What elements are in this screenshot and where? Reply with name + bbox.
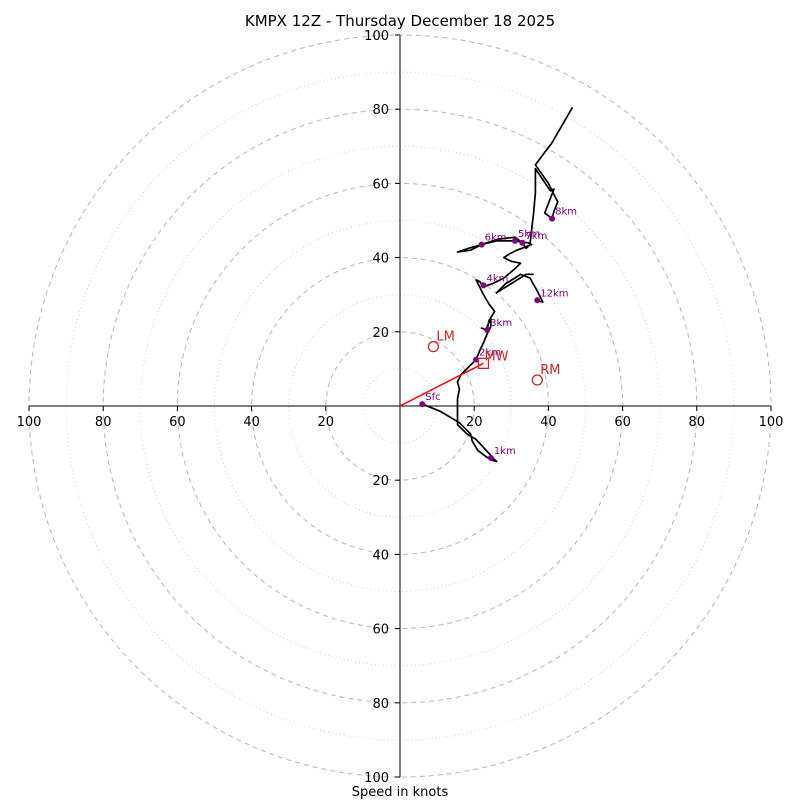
mean-wind-vector [399, 362, 484, 407]
height-label-6km: 6km [485, 233, 507, 244]
hodograph-trace-upper [495, 273, 544, 303]
y-tick-label: 40 [372, 252, 389, 267]
height-label-4km: 4km [486, 273, 508, 284]
y-tick-label: 80 [372, 103, 389, 118]
axis-ticks: 100 80 60 40 20 20 40 60 80 100 100 80 60 40 20 20 40 60 8… [17, 29, 784, 786]
storm-motion-label-LM: LM [436, 330, 454, 345]
mean-wind-label: MW [484, 349, 508, 364]
height-label-Sfc: Sfc [425, 392, 440, 403]
x-tick-label: 80 [95, 415, 112, 430]
height-marker-7km [519, 239, 526, 246]
height-label-2km: 2km [479, 348, 501, 359]
y-tick-label: 60 [372, 623, 389, 638]
y-tick-label: 60 [372, 177, 389, 192]
height-marker-5km [512, 237, 519, 244]
height-label-8km: 8km [555, 207, 577, 218]
y-tick-label: 100 [364, 29, 389, 44]
x-tick-label: 60 [169, 415, 186, 430]
y-tick-label: 100 [364, 771, 389, 786]
height-label-5km: 5km [518, 229, 540, 240]
storm-motion-label-RM: RM [540, 363, 560, 378]
height-marker-4km [480, 282, 487, 289]
height-marker-6km [478, 241, 485, 248]
height-label-3km: 3km [490, 318, 512, 329]
height-marker-1km [487, 454, 494, 461]
storm-motion-LM [427, 340, 440, 353]
chart-title: KMPX 12Z - Thursday December 18 2025 [245, 12, 555, 30]
height-marker-2km [473, 356, 480, 363]
height-label-12km: 12km [540, 288, 568, 299]
x-tick-label: 20 [318, 415, 335, 430]
height-marker-8km [549, 215, 556, 222]
x-tick-label: 20 [466, 415, 483, 430]
wind-profile [399, 106, 574, 463]
x-tick-label: 40 [540, 415, 557, 430]
x-tick-label: 40 [243, 415, 260, 430]
storm-motion-RM [531, 374, 543, 386]
x-tick-label: 100 [759, 415, 784, 430]
hodograph-trace [421, 106, 574, 463]
y-tick-label: 80 [372, 697, 389, 712]
y-tick-label: 40 [372, 548, 389, 563]
height-label-7km: 7km [525, 231, 547, 242]
height-marker-12km [534, 297, 541, 304]
x-tick-label: 80 [689, 415, 706, 430]
mean-wind-marker [477, 357, 490, 369]
y-tick-label: 20 [372, 326, 389, 341]
x-tick-label: 100 [17, 415, 42, 430]
y-tick-label: 20 [372, 474, 389, 489]
height-label-1km: 1km [494, 446, 516, 457]
height-marker-Sfc [419, 401, 426, 408]
storm-motion: LM RM MW [427, 330, 561, 386]
height-markers: Sfc 1km 2km 3km 4km 5km 6km 7km 8km 12km [419, 207, 577, 461]
x-axis-label: Speed in knots [352, 785, 449, 800]
x-tick-label: 60 [614, 415, 631, 430]
height-marker-3km [484, 326, 491, 333]
